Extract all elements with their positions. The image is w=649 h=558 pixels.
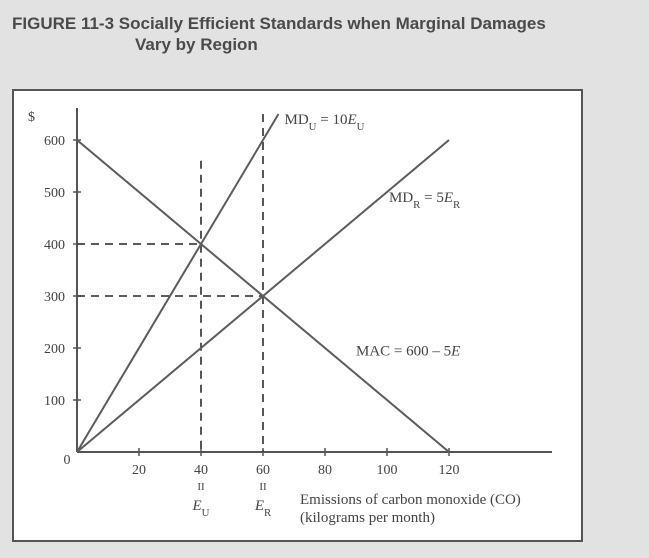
y-tick-label: 200 — [44, 342, 65, 357]
reference-equals-mark: II — [197, 481, 205, 493]
x-tick-label: 20 — [132, 463, 146, 478]
x-axis-label-line1: Emissions of carbon monoxide (CO) — [300, 492, 521, 508]
series-label-mac: MAC = 600 – 5E — [356, 344, 460, 360]
reference-equals-mark: II — [259, 481, 267, 493]
x-tick-label: 40 — [194, 463, 208, 478]
y-tick-label: 100 — [44, 394, 65, 409]
x-tick-label: 100 — [377, 463, 398, 478]
reference-line-label: EU — [192, 498, 210, 519]
series-line — [76, 139, 450, 453]
figure-number: FIGURE 11-3 — [12, 14, 115, 33]
x-axis-label-line2: (kilograms per month) — [300, 510, 435, 526]
figure-title-line2: Vary by Region — [135, 35, 258, 54]
chart-frame: 100 200 300 400 500 600 20 40 60 80 100 120 0 $ II EU II… — [12, 89, 583, 542]
y-tick-label: 600 — [44, 134, 65, 149]
x-tick-label: 60 — [256, 463, 270, 478]
x-tick-label: 120 — [439, 463, 460, 478]
y-axis-label: $ — [28, 110, 35, 125]
figure-title-text: Socially Efficient Standards when Margin… — [118, 14, 546, 33]
reference-line-label: ER — [254, 498, 272, 519]
figure-title: FIGURE 11-3 Socially Efficient Standards… — [12, 13, 546, 55]
chart-svg: 100 200 300 400 500 600 20 40 60 80 100 120 0 $ II EU II… — [28, 108, 552, 526]
y-tick-label: 300 — [44, 290, 65, 305]
y-tick-label: 500 — [44, 186, 65, 201]
origin-label: 0 — [64, 453, 71, 468]
x-tick-label: 80 — [318, 463, 332, 478]
series-line — [76, 113, 280, 453]
y-tick-label: 400 — [44, 238, 65, 253]
series-label-md-u: MDU = 10EU — [285, 112, 365, 133]
series-label-md-r: MDR = 5ER — [389, 190, 461, 211]
figure-title-line1: FIGURE 11-3 Socially Efficient Standards… — [12, 13, 546, 34]
